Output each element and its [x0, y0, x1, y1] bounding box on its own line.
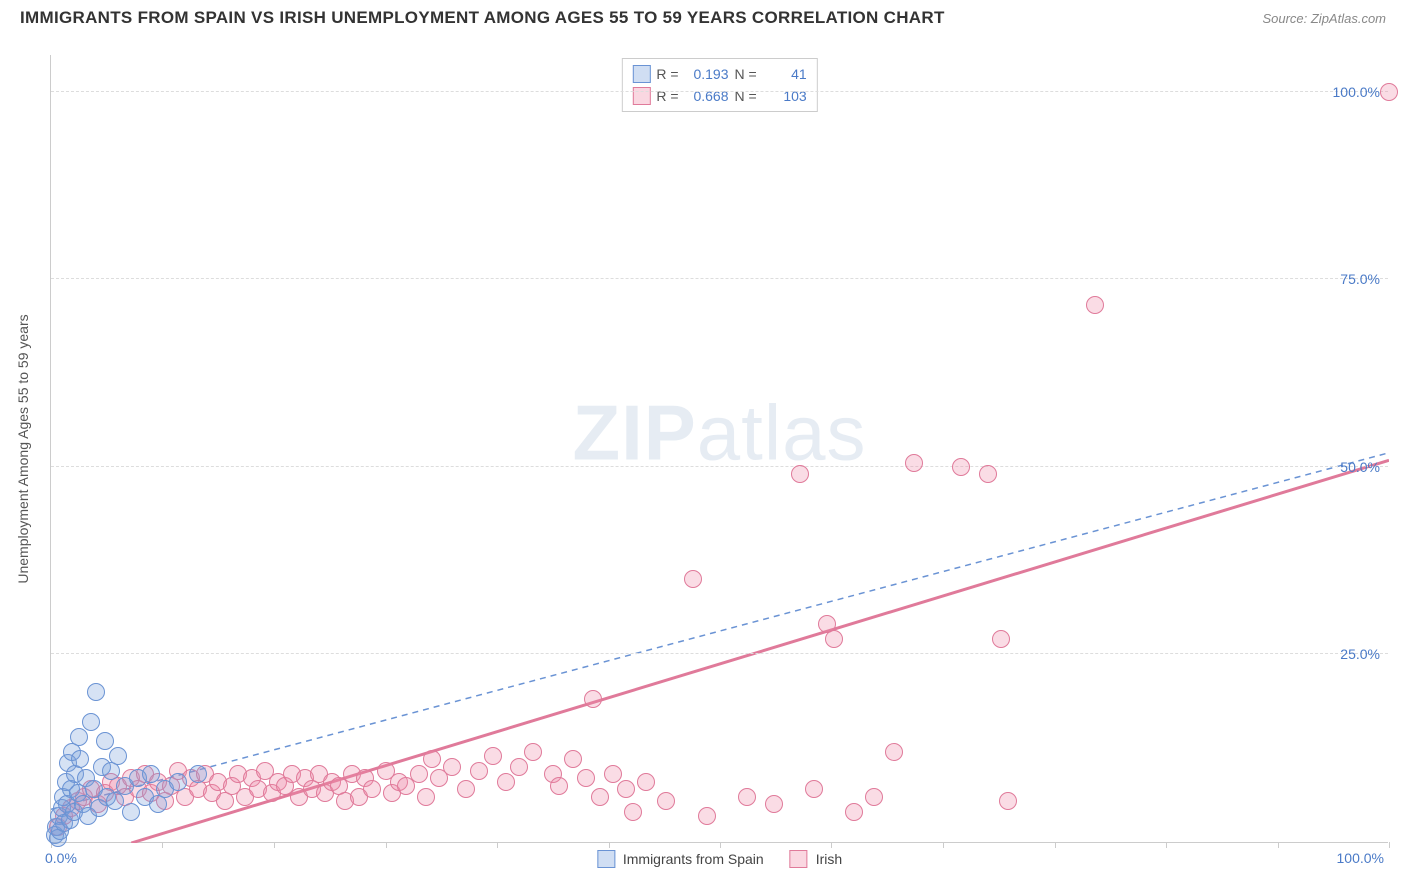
x-tick: [386, 842, 387, 848]
data-point: [979, 465, 997, 483]
legend-row-pink: R = 0.668 N = 103: [632, 85, 806, 107]
x-tick: [497, 842, 498, 848]
data-point: [885, 743, 903, 761]
data-point: [825, 630, 843, 648]
legend-row-blue: R = 0.193 N = 41: [632, 63, 806, 85]
watermark: ZIPatlas: [572, 387, 866, 478]
legend-item-pink: Irish: [790, 850, 842, 868]
data-point: [70, 728, 88, 746]
gridline: [51, 91, 1388, 92]
data-point: [524, 743, 542, 761]
x-tick: [162, 842, 163, 848]
data-point: [845, 803, 863, 821]
x-tick: [720, 842, 721, 848]
data-point: [657, 792, 675, 810]
data-point: [71, 750, 89, 768]
data-point: [410, 765, 428, 783]
data-point: [484, 747, 502, 765]
data-point: [698, 807, 716, 825]
x-tick: [1278, 842, 1279, 848]
data-point: [765, 795, 783, 813]
x-tick: [943, 842, 944, 848]
swatch-blue-icon: [632, 65, 650, 83]
data-point: [952, 458, 970, 476]
data-point: [497, 773, 515, 791]
data-point: [577, 769, 595, 787]
data-point: [738, 788, 756, 806]
data-point: [684, 570, 702, 588]
y-tick-label: 50.0%: [1340, 459, 1380, 475]
scatter-chart: Unemployment Among Ages 55 to 59 years Z…: [50, 55, 1388, 843]
data-point: [992, 630, 1010, 648]
swatch-pink-icon: [790, 850, 808, 868]
x-tick: [609, 842, 610, 848]
legend-item-blue: Immigrants from Spain: [597, 850, 764, 868]
data-point: [142, 765, 160, 783]
data-point: [584, 690, 602, 708]
data-point: [805, 780, 823, 798]
data-point: [96, 732, 114, 750]
data-point: [423, 750, 441, 768]
data-point: [617, 780, 635, 798]
data-point: [417, 788, 435, 806]
source-label: Source: ZipAtlas.com: [1262, 11, 1386, 26]
chart-title: IMMIGRANTS FROM SPAIN VS IRISH UNEMPLOYM…: [20, 8, 945, 28]
x-tick: [1055, 842, 1056, 848]
data-point: [457, 780, 475, 798]
data-point: [637, 773, 655, 791]
y-axis-title: Unemployment Among Ages 55 to 59 years: [15, 314, 31, 583]
x-max-label: 100.0%: [1337, 850, 1384, 866]
swatch-blue-icon: [597, 850, 615, 868]
data-point: [82, 713, 100, 731]
data-point: [550, 777, 568, 795]
y-tick-label: 100.0%: [1333, 84, 1380, 100]
data-point: [189, 765, 207, 783]
data-point: [510, 758, 528, 776]
data-point: [363, 780, 381, 798]
data-point: [791, 465, 809, 483]
data-point: [122, 803, 140, 821]
x-tick: [1166, 842, 1167, 848]
x-tick: [274, 842, 275, 848]
x-tick: [831, 842, 832, 848]
x-tick: [1389, 842, 1390, 848]
y-tick-label: 25.0%: [1340, 646, 1380, 662]
data-point: [1086, 296, 1104, 314]
gridline: [51, 278, 1388, 279]
data-point: [169, 773, 187, 791]
data-point: [865, 788, 883, 806]
data-point: [591, 788, 609, 806]
data-point: [564, 750, 582, 768]
data-point: [905, 454, 923, 472]
data-point: [470, 762, 488, 780]
data-point: [999, 792, 1017, 810]
data-point: [604, 765, 622, 783]
gridline: [51, 653, 1388, 654]
data-point: [1380, 83, 1398, 101]
correlation-legend: R = 0.193 N = 41 R = 0.668 N = 103: [621, 58, 817, 112]
gridline: [51, 466, 1388, 467]
data-point: [443, 758, 461, 776]
data-point: [87, 683, 105, 701]
series-legend: Immigrants from Spain Irish: [597, 850, 842, 868]
x-min-label: 0.0%: [45, 850, 77, 866]
data-point: [624, 803, 642, 821]
data-point: [109, 747, 127, 765]
y-tick-label: 75.0%: [1340, 271, 1380, 287]
